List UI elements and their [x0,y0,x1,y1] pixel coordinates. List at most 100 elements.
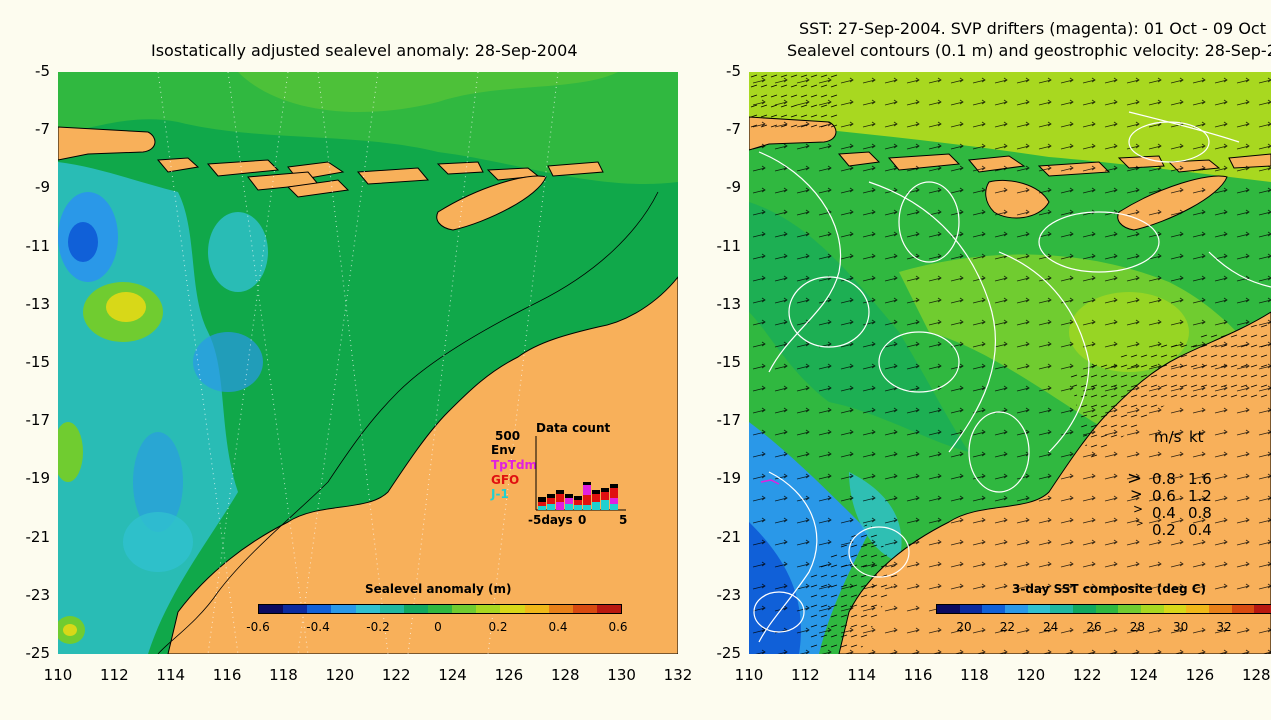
right-colorbar [936,604,1271,614]
left-y-tick: -17 [25,411,51,430]
right-x-tick: 114 [847,666,877,684]
data-count-x-label-2: 5 [619,513,628,527]
left-y-tick: -25 [25,644,51,662]
velocity-legend-arrow: > [1127,468,1143,489]
left-colorbar-title: Sealevel anomaly (m) [365,582,512,596]
sst-map-svg [749,72,1271,654]
left-x-tick: 126 [494,666,524,684]
left-x-tick: 116 [212,666,242,684]
colorbar-label: 30 [1173,620,1189,634]
positive-eddy-2 [58,422,83,482]
data-count-x-label-1: 0 [578,513,587,527]
sst-map: m/s kt >0.8 1.6 >0.6 1.2 >0.4 0.8 >0.2 0.4 3-da… [749,72,1271,654]
colorbar-segment [1231,605,1255,613]
right-x-tick: 128 [1241,666,1271,684]
colorbar-segment [476,605,501,613]
velocity-legend-ms: 0.6 [1152,487,1176,505]
velocity-legend-arrow: > [1130,485,1143,503]
dense-arrows-sw [809,522,899,654]
colorbar-segment [259,605,284,613]
colorbar-label: 0 [434,620,442,634]
colorbar-segment [596,605,622,613]
data-count-title: Data count [536,421,611,435]
right-y-tick: -11 [716,236,742,255]
colorbar-segment [524,605,549,613]
right-x-tick: 112 [791,666,820,684]
colorbar-label: 0.4 [548,620,568,634]
colorbar-segment [1095,605,1119,613]
australia-landmass [167,276,678,654]
right-y-tick: -17 [716,411,742,430]
left-x-tick: 114 [156,666,186,684]
velocity-legend-ms: 0.8 [1152,470,1176,488]
velocity-legend-header-kt: kt [1189,428,1204,446]
west-negative-region [58,162,238,654]
legend-j1: J-1 [491,487,509,501]
velocity-legend-arrow: > [1136,519,1144,529]
colorbar-segment [500,605,525,613]
right-y-tick: -9 [726,178,741,197]
velocity-legend-arrow: > [1133,502,1144,516]
java-island [58,126,156,161]
colorbar-segment [548,605,573,613]
colorbar-segment [1118,605,1142,613]
left-y-tick: -5 [35,62,50,80]
left-y-tick: -15 [25,353,51,371]
right-y-tick: -25 [716,644,742,662]
right-x-tick: 118 [960,666,989,684]
left-y-tick: -23 [25,585,51,604]
colorbar-segment [307,605,332,613]
right-x-tick: 126 [1185,666,1215,684]
left-colorbar [258,604,622,614]
colorbar-label: 24 [1043,620,1059,634]
dense-arrows-shelf [1069,322,1271,462]
right-colorbar-title: 3-day SST composite (deg C) [1012,582,1207,596]
right-x-tick: 120 [1016,666,1046,684]
sealevel-anomaly-map: Data count 500 Env TpTdm GFO J-1 -5days … [58,72,678,654]
left-x-tick: 130 [607,666,636,684]
histogram-bars [538,482,618,510]
right-y-tick: -5 [726,62,741,80]
colorbar-segment [1141,605,1164,613]
legend-tptdm: TpTdm [491,458,538,472]
colorbar-segment [937,605,960,613]
colorbar-segment [331,605,356,613]
colorbar-segment [1163,605,1187,613]
left-y-tick: -19 [25,469,51,488]
velocity-legend-header-ms: m/s [1154,428,1182,446]
colorbar-segment [959,605,983,613]
right-y-tick: -7 [726,120,741,139]
colorbar-label: 22 [999,620,1015,634]
data-count-scale: 500 [495,429,521,443]
colorbar-label: -0.2 [366,620,390,634]
colorbar-segment [1254,605,1271,613]
deep-blue-low-anomaly [68,222,98,262]
left-y-tick: -11 [25,236,51,255]
colorbar-segment [572,605,597,613]
right-x-tick: 122 [1072,666,1102,684]
colorbar-segment [1050,605,1074,613]
colorbar-segment [379,605,404,613]
left-x-tick: 124 [438,666,467,684]
colorbar-label: -0.4 [306,620,330,634]
velocity-legend-ms: 0.2 [1152,521,1176,539]
cyan-patch [208,212,268,292]
sealevel-contours [753,111,1271,643]
timor-island [436,175,547,231]
colorbar-segment [1005,605,1028,613]
left-y-tick: -7 [35,120,50,139]
right-y-tick: -19 [716,469,742,488]
colorbar-segment [1186,605,1210,613]
cyan-patch-4 [123,512,193,572]
right-panel-title-line1: SST: 27-Sep-2004. SVP drifters (magenta)… [799,19,1266,38]
colorbar-label: 0.2 [488,620,508,634]
left-x-tick: 118 [269,666,298,684]
colorbar-segment [1073,605,1096,613]
velocity-legend-kt: 1.2 [1188,487,1212,505]
left-x-tick: 120 [325,666,355,684]
left-panel-title: Isostatically adjusted sealevel anomaly:… [151,41,578,60]
right-panel-title-line2: Sealevel contours (0.1 m) and geostrophi… [787,41,1271,60]
sealevel-map-svg [58,72,678,654]
colorbar-segment [1027,605,1051,613]
colorbar-label: -0.6 [246,620,270,634]
